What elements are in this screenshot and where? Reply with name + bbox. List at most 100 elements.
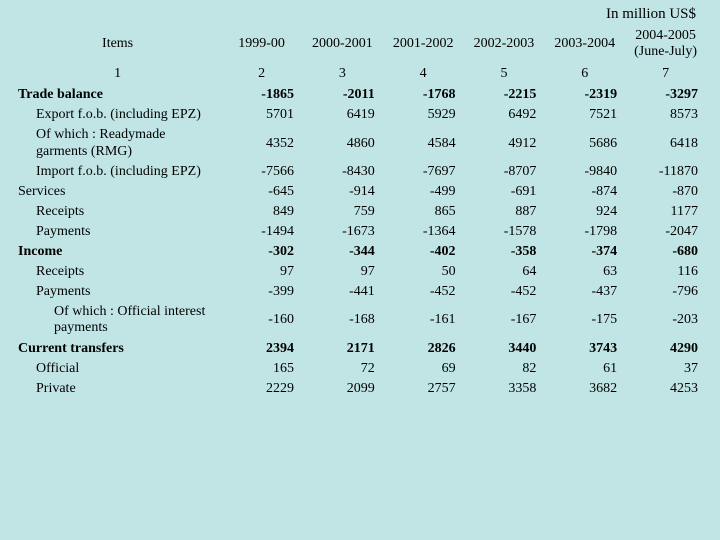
row-value: -167 [464,302,545,338]
table-row: Income-302-344-402-358-374-680 [14,242,706,262]
table-row: Private222920992757335836824253 [14,379,706,399]
column-number: 2 [221,63,302,85]
row-value: 72 [302,359,383,379]
table-row: Trade balance-1865-2011-1768-2215-2319-3… [14,85,706,105]
header-year-4: 2003-2004 [544,25,625,63]
row-value: -1768 [383,85,464,105]
column-number: 5 [464,63,545,85]
row-value: 61 [544,359,625,379]
row-value: 82 [464,359,545,379]
row-value: -796 [625,282,706,302]
row-value: 4290 [625,339,706,359]
header-row: Items 1999-00 2000-2001 2001-2002 2002-2… [14,25,706,63]
row-value: 63 [544,262,625,282]
data-table: Items 1999-00 2000-2001 2001-2002 2002-2… [14,25,706,399]
row-label: Trade balance [14,85,221,105]
header-items: Items [14,25,221,63]
row-value: 5929 [383,105,464,125]
row-value: 116 [625,262,706,282]
row-value: -344 [302,242,383,262]
row-value: -8430 [302,162,383,182]
row-value: -1578 [464,222,545,242]
column-number: 4 [383,63,464,85]
row-value: -302 [221,242,302,262]
row-value: 5701 [221,105,302,125]
unit-label: In million US$ [14,6,706,25]
row-value: 2229 [221,379,302,399]
row-value: 37 [625,359,706,379]
row-value: -9840 [544,162,625,182]
row-value: -1798 [544,222,625,242]
row-value: 2099 [302,379,383,399]
row-value: -11870 [625,162,706,182]
row-value: -1673 [302,222,383,242]
table-row: Services-645-914-499-691-874-870 [14,182,706,202]
header-year-1: 2000-2001 [302,25,383,63]
row-value: 849 [221,202,302,222]
column-number: 6 [544,63,625,85]
row-value: 1177 [625,202,706,222]
row-value: -402 [383,242,464,262]
column-number: 3 [302,63,383,85]
row-value: 50 [383,262,464,282]
row-label: Receipts [14,202,221,222]
column-number: 7 [625,63,706,85]
row-value: 4584 [383,125,464,161]
row-value: 69 [383,359,464,379]
row-value: 865 [383,202,464,222]
row-value: -1494 [221,222,302,242]
row-value: 3358 [464,379,545,399]
row-value: 887 [464,202,545,222]
row-value: 3440 [464,339,545,359]
row-value: 64 [464,262,545,282]
row-value: 3743 [544,339,625,359]
table-row: Receipts9797506463116 [14,262,706,282]
row-value: -499 [383,182,464,202]
column-number: 1 [14,63,221,85]
row-value: 5686 [544,125,625,161]
table-row: Of which : Official interest payments-16… [14,302,706,338]
table-row: Payments-1494-1673-1364-1578-1798-2047 [14,222,706,242]
row-label: Private [14,379,221,399]
row-value: 759 [302,202,383,222]
row-value: -1364 [383,222,464,242]
row-value: -3297 [625,85,706,105]
row-value: -870 [625,182,706,202]
row-value: -691 [464,182,545,202]
row-value: -2319 [544,85,625,105]
table-row: Official1657269826137 [14,359,706,379]
row-value: -2047 [625,222,706,242]
row-value: 6418 [625,125,706,161]
row-value: -160 [221,302,302,338]
row-value: -1865 [221,85,302,105]
row-value: 6492 [464,105,545,125]
row-value: 4352 [221,125,302,161]
header-year-2: 2001-2002 [383,25,464,63]
row-label: Of which : Readymade garments (RMG) [14,125,221,161]
row-value: 2826 [383,339,464,359]
row-value: -2215 [464,85,545,105]
table-row: Receipts8497598658879241177 [14,202,706,222]
row-label: Current transfers [14,339,221,359]
header-year-3: 2002-2003 [464,25,545,63]
row-value: -8707 [464,162,545,182]
row-value: 7521 [544,105,625,125]
row-value: 924 [544,202,625,222]
table-row: Export f.o.b. (including EPZ)57016419592… [14,105,706,125]
table-row: Import f.o.b. (including EPZ)-7566-8430-… [14,162,706,182]
row-value: -452 [383,282,464,302]
row-value: 4860 [302,125,383,161]
row-label: Official [14,359,221,379]
row-value: -399 [221,282,302,302]
row-value: 4912 [464,125,545,161]
row-label: Income [14,242,221,262]
row-label: Payments [14,282,221,302]
row-label: Services [14,182,221,202]
row-value: -161 [383,302,464,338]
row-value: -441 [302,282,383,302]
header-year-0: 1999-00 [221,25,302,63]
row-label: Payments [14,222,221,242]
row-value: -374 [544,242,625,262]
table-row: Payments-399-441-452-452-437-796 [14,282,706,302]
row-value: -680 [625,242,706,262]
